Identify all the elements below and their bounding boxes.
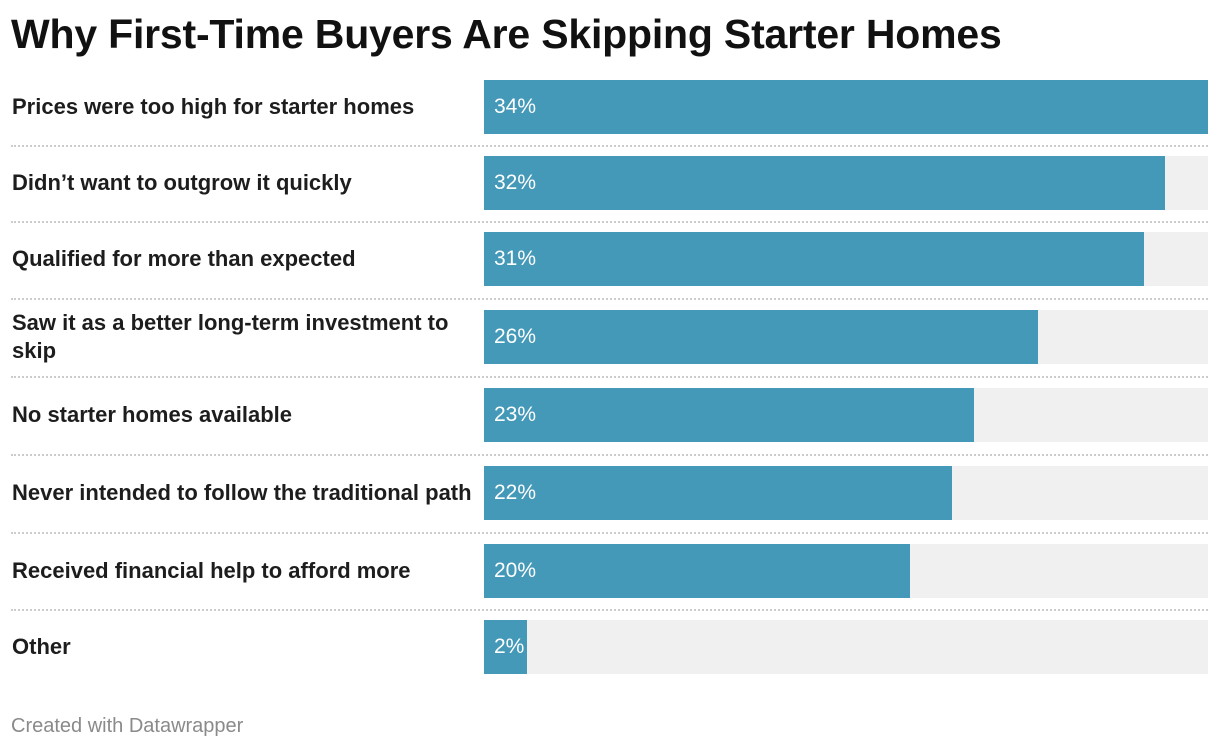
bar-track: 34% xyxy=(484,80,1208,134)
bar: 20% xyxy=(484,544,910,598)
bar-track: 22% xyxy=(484,466,1208,520)
chart-title: Why First-Time Buyers Are Skipping Start… xyxy=(11,11,1002,57)
bar-track: 23% xyxy=(484,388,1208,442)
bar-row: Qualified for more than expected 31% xyxy=(11,221,1208,297)
bar: 31% xyxy=(484,232,1144,286)
row-divider xyxy=(11,298,1208,300)
category-label: Other xyxy=(12,634,71,659)
row-divider xyxy=(11,221,1208,223)
bar-row: Never intended to follow the traditional… xyxy=(11,455,1208,531)
bar-track: 32% xyxy=(484,156,1208,210)
bar: 2% xyxy=(484,620,527,674)
bar: 32% xyxy=(484,156,1165,210)
bar: 34% xyxy=(484,80,1208,134)
bar-row: Didn’t want to outgrow it quickly 32% xyxy=(11,145,1208,221)
bar-row: Prices were too high for starter homes 34… xyxy=(11,69,1208,145)
bar-track: 31% xyxy=(484,232,1208,286)
row-divider xyxy=(11,609,1208,611)
category-label: Prices were too high for starter homes xyxy=(12,94,415,119)
row-divider xyxy=(11,376,1208,378)
row-divider xyxy=(11,532,1208,534)
bar-value-label: 2% xyxy=(494,635,525,658)
row-divider xyxy=(11,454,1208,456)
bar-row: Received financial help to afford more 20… xyxy=(11,533,1208,609)
bar-value-label: 22% xyxy=(494,481,537,504)
category-label: No starter homes available xyxy=(12,402,293,427)
bar-row: Saw it as a better long-term investment … xyxy=(11,299,1208,375)
category-label: Received financial help to afford more xyxy=(12,558,411,583)
category-label: Qualified for more than expected xyxy=(12,246,356,271)
row-divider xyxy=(11,145,1208,147)
bar: 22% xyxy=(484,466,952,520)
bar-track: 20% xyxy=(484,544,1208,598)
bar-row: Other 2% xyxy=(11,609,1208,685)
bar-value-label: 23% xyxy=(494,403,537,426)
bar: 26% xyxy=(484,310,1038,364)
bar-track: 26% xyxy=(484,310,1208,364)
bar: 23% xyxy=(484,388,974,442)
bar-track: 2% xyxy=(484,620,1208,674)
bar-value-label: 26% xyxy=(494,325,537,348)
bar-value-label: 20% xyxy=(494,559,537,582)
category-label: Didn’t want to outgrow it quickly xyxy=(12,170,352,195)
bar-value-label: 32% xyxy=(494,171,537,194)
bar-row: No starter homes available 23% xyxy=(11,377,1208,453)
datawrapper-credit: Created with Datawrapper xyxy=(11,715,244,737)
category-label: Saw it as a better long-term investment … xyxy=(12,310,449,363)
bar-value-label: 31% xyxy=(494,247,537,270)
category-label: Never intended to follow the traditional… xyxy=(12,480,472,505)
bar-value-label: 34% xyxy=(494,95,537,118)
